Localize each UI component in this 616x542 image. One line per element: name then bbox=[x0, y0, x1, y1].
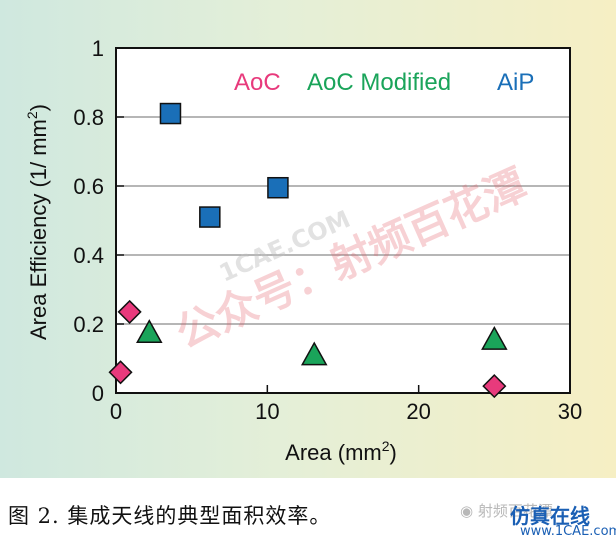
wechat-icon: ◉ bbox=[460, 502, 478, 520]
y-tick-label-4: 0.8 bbox=[73, 105, 104, 130]
figure-panel: 0 0.2 0.4 0.6 0.8 1 0 10 20 30 AoC AoC Modified Ai… bbox=[0, 0, 616, 478]
legend: AoC AoC Modified AiP bbox=[234, 69, 534, 96]
x-axis-label: Area (mm2) bbox=[285, 438, 397, 465]
y-axis-label: Area Efficiency (1/ mm2) bbox=[24, 104, 51, 340]
y-tick-label-2: 0.4 bbox=[73, 243, 104, 268]
x-tick-label-1: 10 bbox=[255, 399, 279, 424]
point-square-2-0 bbox=[159, 102, 182, 125]
legend-entry-1: AoC Modified bbox=[307, 69, 451, 96]
site-url: www.1CAE.com bbox=[520, 524, 616, 539]
point-square-2-2 bbox=[267, 176, 289, 199]
legend-entry-2: AiP bbox=[497, 69, 534, 96]
point-triangle-1-0 bbox=[136, 319, 163, 343]
figure-caption: 图 2. 集成天线的典型面积效率。 bbox=[8, 504, 332, 528]
x-tick-label-3: 30 bbox=[558, 399, 582, 424]
point-diamond-0-0 bbox=[108, 360, 133, 385]
point-triangle-1-1 bbox=[300, 341, 328, 366]
site-name: 仿真在线 bbox=[510, 504, 590, 528]
y-tick-label-1: 0.2 bbox=[73, 312, 104, 337]
y-tick-label-3: 0.6 bbox=[73, 174, 104, 199]
scatter-chart: 0 0.2 0.4 0.6 0.8 1 0 10 20 30 AoC AoC Modified Ai… bbox=[24, 36, 582, 465]
y-tick-label-0: 0 bbox=[92, 381, 104, 406]
x-tick-label-2: 20 bbox=[406, 399, 430, 424]
grid-lines bbox=[116, 48, 570, 393]
x-tick-label-0: 0 bbox=[110, 399, 122, 424]
x-axis-ticks: 0 10 20 30 bbox=[110, 385, 582, 424]
point-diamond-0-1 bbox=[117, 299, 142, 324]
y-axis-ticks: 0 0.2 0.4 0.6 0.8 1 bbox=[73, 36, 124, 406]
plot-border bbox=[115, 47, 571, 394]
wechat-label: ◉ 射频百花潭 bbox=[460, 500, 553, 521]
point-triangle-1-2 bbox=[481, 325, 508, 350]
point-square-2-1 bbox=[199, 206, 221, 228]
y-tick-label-5: 1 bbox=[92, 36, 104, 61]
legend-entry-0: AoC bbox=[234, 69, 281, 96]
plot-frame bbox=[115, 47, 571, 394]
wechat-name: 射频百花潭 bbox=[477, 502, 553, 520]
point-diamond-0-2 bbox=[482, 374, 507, 399]
data-points bbox=[108, 102, 508, 399]
